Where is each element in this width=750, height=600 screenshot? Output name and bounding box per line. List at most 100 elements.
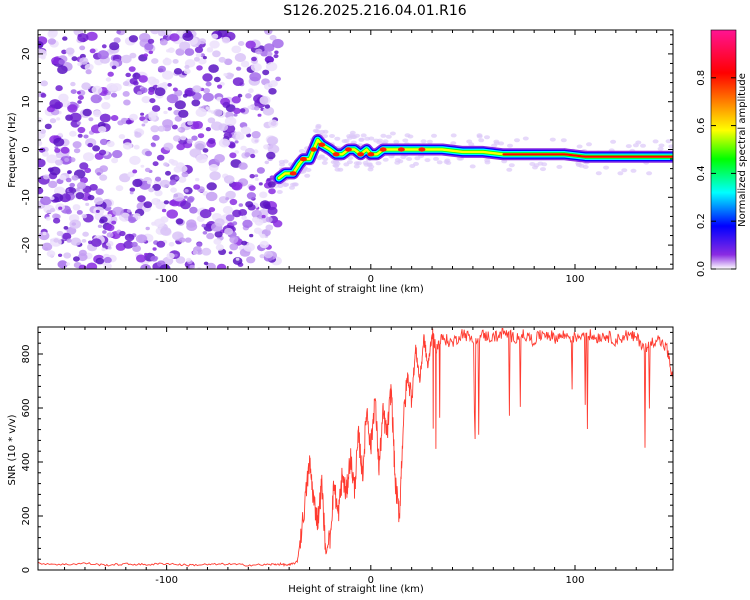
ridge-peak [318,142,326,147]
noise-speck [75,192,85,200]
noise-speck [57,260,68,269]
noise-speck [154,87,166,97]
noise-speck [206,47,214,53]
x-tick-label: 100 [565,274,584,285]
noise-speck [184,237,192,243]
noise-speck [38,140,43,147]
noise-speck [259,254,265,259]
halo-speck [407,134,414,139]
noise-speck [55,85,63,92]
noise-speck [140,87,148,94]
noise-speck [141,96,151,104]
noise-speck [87,142,93,148]
noise-speck [62,36,68,41]
noise-speck [229,236,239,244]
noise-speck [111,220,117,225]
halo-speck [360,133,367,138]
noise-speck [95,188,104,195]
halo-speck [668,144,673,149]
noise-speck [202,148,209,153]
halo-speck [630,168,637,173]
noise-speck [60,146,70,154]
noise-speck [152,78,160,85]
noise-speck [254,174,259,178]
noise-speck [235,257,240,261]
noise-speck [170,160,179,166]
noise-speck [43,174,50,180]
noise-speck [133,144,140,150]
noise-speck [84,167,92,174]
halo-speck [652,139,659,144]
noise-speck [173,68,183,75]
noise-speck [60,99,71,108]
noise-speck [62,232,72,240]
noise-speck [233,107,241,114]
noise-speck [218,138,230,148]
noise-speck [140,164,145,168]
halo-speck [625,144,632,149]
ridge-peak [310,147,318,152]
noise-speck [122,91,130,97]
halo-speck [424,158,431,163]
noise-speck [174,115,182,122]
noise-speck [251,56,257,62]
x-tick-label: 0 [368,575,374,586]
halo-speck [366,163,373,167]
noise-speck [42,151,49,157]
noise-speck [132,169,138,174]
noise-speck [195,52,202,58]
noise-speck [50,237,62,247]
noise-speck [120,54,132,64]
noise-speck [89,48,96,54]
y-tick-label: 400 [21,452,32,471]
halo-speck [377,138,383,143]
noise-speck [255,48,263,55]
noise-speck [236,66,242,71]
noise-speck [146,180,152,185]
noise-speck [250,62,262,72]
noise-speck [77,133,83,138]
noise-speckle [38,30,284,269]
noise-speck [92,145,100,152]
noise-speck [209,171,221,181]
x-axis-label: Height of straight line (km) [288,584,424,595]
noise-speck [205,191,218,202]
noise-speck [192,85,202,93]
noise-speck [79,162,89,170]
noise-speck [207,109,212,113]
noise-speck [177,128,182,132]
noise-speck [246,256,256,264]
noise-speck [49,118,57,124]
noise-speck [198,38,207,45]
noise-speck [259,95,271,105]
noise-speck [214,218,225,227]
noise-speck [95,257,105,265]
noise-speck [148,50,154,55]
noise-speck [119,173,131,183]
noise-speck [229,198,238,206]
noise-speck [48,180,58,189]
halo-speck [436,160,443,165]
ridge-peak [344,147,352,152]
noise-speck [160,227,172,236]
noise-speck [264,55,274,64]
noise-speck [170,187,178,193]
noise-speck [161,82,168,87]
noise-speck [90,94,102,104]
y-tick-label: 200 [21,506,32,525]
noise-speck [166,49,171,53]
noise-speck [201,247,212,256]
noise-speck [126,209,131,213]
noise-speck [110,115,119,121]
noise-speck [240,126,252,135]
noise-speck [40,129,46,134]
noise-speck [141,123,146,127]
noise-speck [144,167,151,173]
halo-speck [468,142,475,147]
noise-speck [266,151,276,160]
noise-speck [73,256,80,262]
noise-speck [39,147,46,153]
noise-speck [86,31,98,41]
noise-speck [187,120,193,126]
noise-speck [211,33,219,39]
